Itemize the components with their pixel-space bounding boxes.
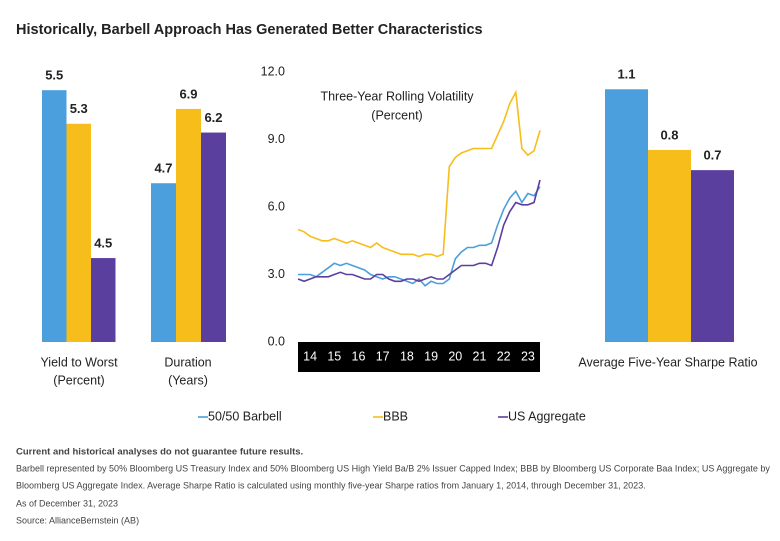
category-label: Average Five-Year Sharpe Ratio [578,355,757,369]
legend-label: BBB [383,409,408,423]
line-series [297,89,541,258]
x-tick-label: 15 [327,349,341,363]
bar [66,123,91,343]
bar [201,132,226,342]
line-series [298,186,541,287]
y-tick-label: 0.0 [268,334,285,348]
x-tick-label: 18 [400,349,414,363]
value-label: 1.1 [617,67,635,82]
footnote: As of December 31, 2023 [16,498,118,508]
value-label: 5.5 [45,68,63,83]
value-label: 0.7 [703,148,721,163]
legend-label: 50/50 Barbell [208,409,282,423]
annotation: Three-Year Rolling Volatility [320,89,474,103]
y-tick-label: 9.0 [268,132,285,146]
value-label: 6.2 [204,110,222,125]
legend-label: US Aggregate [508,409,586,423]
category-label: (Years) [168,373,208,387]
chart-title: Historically, Barbell Approach Has Gener… [16,22,483,38]
bar [691,170,734,342]
line-series [297,179,541,283]
bar [648,149,691,342]
footnote: Barbell represented by 50% Bloomberg US … [16,463,770,473]
bar [176,108,201,342]
x-tick-label: 22 [497,349,511,363]
value-label: 0.8 [660,127,678,142]
x-tick-label: 21 [473,349,487,363]
bar [42,90,67,342]
bar [605,89,648,342]
footnote: Bloomberg US Aggregate Index. Average Sh… [16,480,646,490]
footnote: Current and historical analyses do not g… [16,447,303,458]
category-label: Duration [164,355,211,369]
x-tick-label: 23 [521,349,535,363]
value-label: 5.3 [70,101,88,116]
x-tick-label: 20 [448,349,462,363]
y-tick-label: 3.0 [268,267,285,281]
value-label: 4.7 [154,161,172,176]
y-tick-label: 6.0 [268,199,285,213]
annotation: (Percent) [371,108,422,122]
x-tick-label: 16 [352,349,366,363]
x-axis-band [298,342,540,372]
footnote: Source: AllianceBernstein (AB) [16,515,139,525]
value-label: 4.5 [94,235,112,250]
x-tick-label: 14 [303,349,317,363]
x-tick-label: 17 [376,349,390,363]
category-label: Yield to Worst [40,355,118,369]
bar [151,183,176,342]
x-tick-label: 19 [424,349,438,363]
category-label: (Percent) [53,373,104,387]
value-label: 6.9 [179,86,197,101]
bar [91,258,116,342]
y-tick-label: 12.0 [261,64,285,78]
